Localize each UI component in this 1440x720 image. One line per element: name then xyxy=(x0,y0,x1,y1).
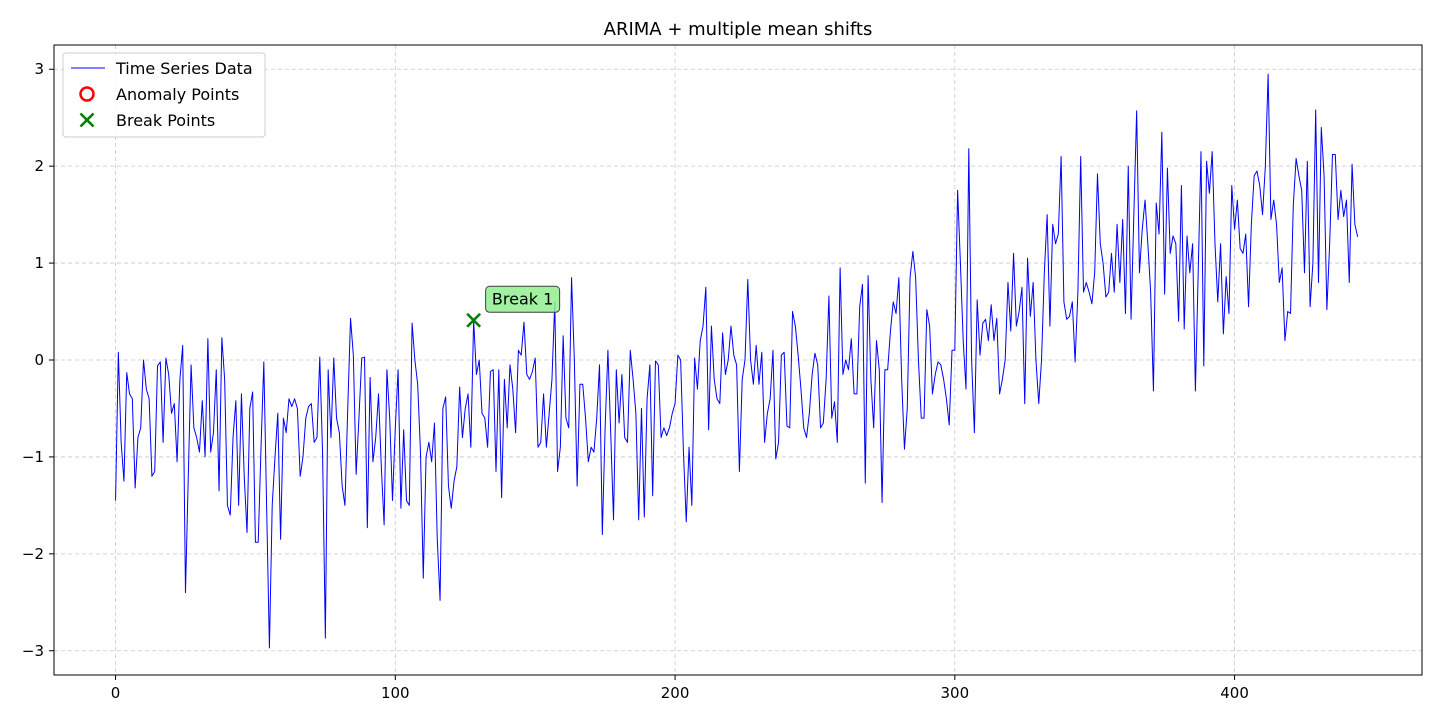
legend-label: Anomaly Points xyxy=(116,85,239,104)
legend: Time Series Data Anomaly Points Break Poin… xyxy=(62,52,266,138)
break-point-marker xyxy=(466,312,482,328)
legend-box xyxy=(62,52,266,138)
y-tick-label: 1 xyxy=(34,254,44,272)
grid xyxy=(54,45,1422,675)
y-tick-label: 3 xyxy=(34,60,44,78)
y-tick-label: −1 xyxy=(22,448,44,466)
legend-x-stroke xyxy=(79,112,95,128)
legend-circle-swatch xyxy=(79,86,95,102)
break-annotation-label: Break 1 xyxy=(492,289,553,308)
legend-label: Time Series Data xyxy=(115,59,253,78)
series-line-0 xyxy=(115,73,1359,649)
y-tick-label: −2 xyxy=(22,545,44,563)
legend-label: Break Points xyxy=(116,111,215,130)
y-tick-label: 0 xyxy=(34,351,44,369)
x-tick-label: 200 xyxy=(661,684,690,702)
x-tick-label: 300 xyxy=(940,684,969,702)
y-tick-label: 2 xyxy=(34,157,44,175)
y-tick-label: −3 xyxy=(22,642,44,660)
break-annotation-box xyxy=(485,285,561,313)
x-tick-label: 100 xyxy=(381,684,410,702)
x-tick-label: 0 xyxy=(111,684,121,702)
x-tick-label: 400 xyxy=(1220,684,1249,702)
chart-title: ARIMA + multiple mean shifts xyxy=(604,19,873,40)
plot-area: Break 1 xyxy=(115,73,1359,649)
axes: 0 100 200 300 400 3 2 1 0 −1 −2 −3 xyxy=(22,44,1423,702)
legend-x-swatch xyxy=(79,112,95,128)
break-point-x-stroke xyxy=(466,312,482,328)
